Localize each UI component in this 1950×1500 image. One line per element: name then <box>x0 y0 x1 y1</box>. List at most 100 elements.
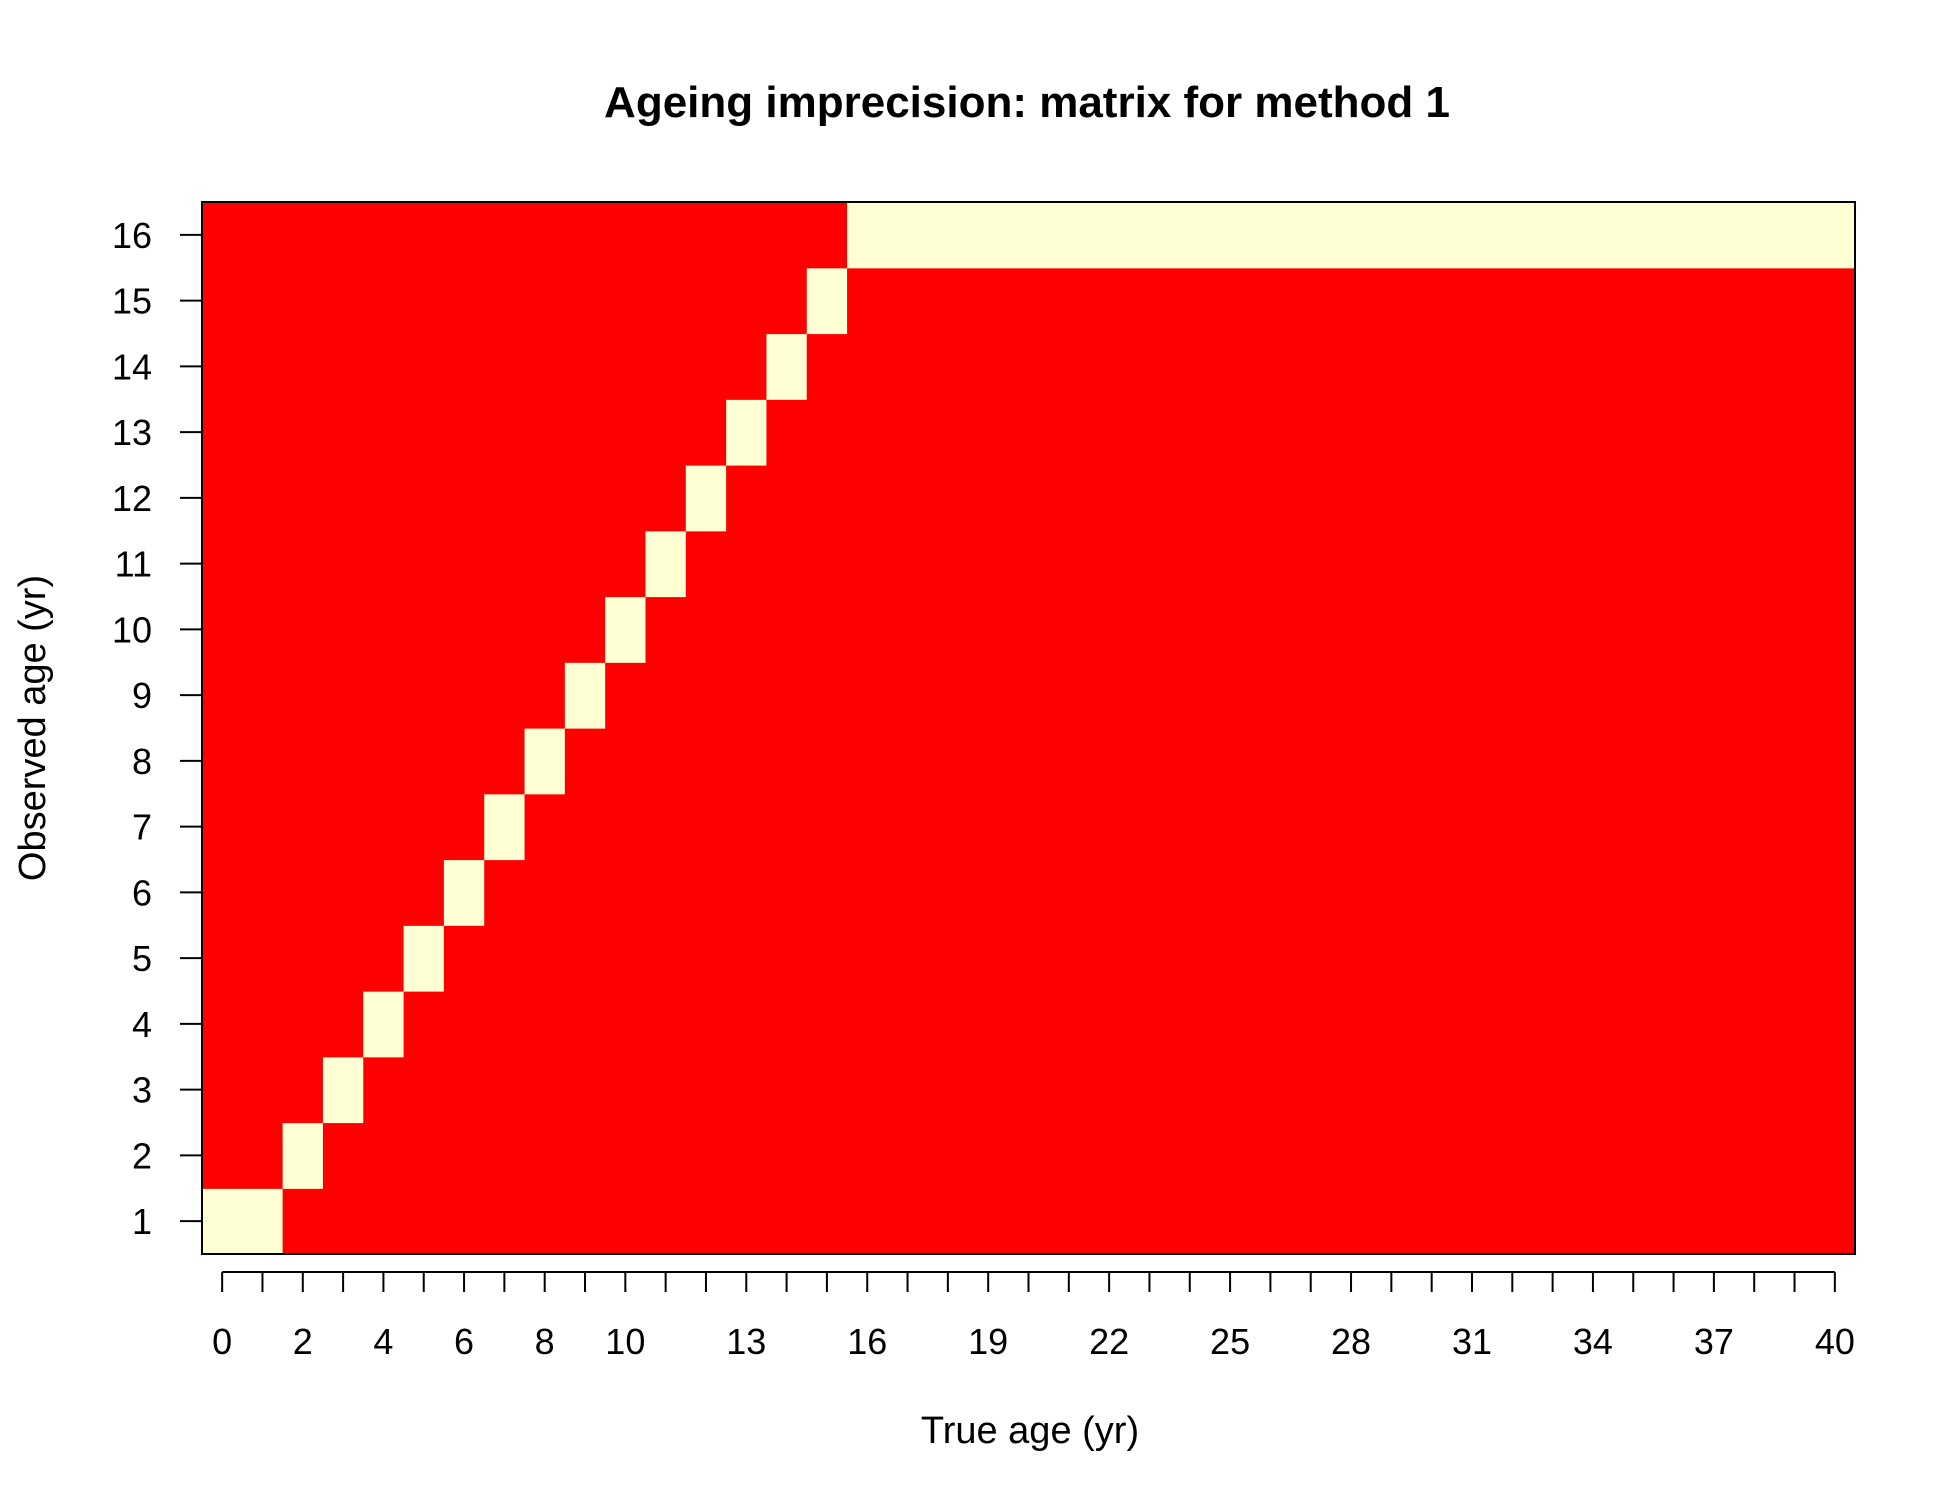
heatmap-cell <box>1653 1056 1695 1124</box>
heatmap-cell <box>1048 1188 1090 1255</box>
heatmap-cell <box>1411 1188 1453 1255</box>
heatmap-cell <box>1451 399 1493 466</box>
heatmap-cell <box>1451 465 1493 532</box>
heatmap-cell <box>1492 399 1534 466</box>
heatmap-cell <box>403 1122 445 1189</box>
heatmap-cell <box>403 1188 445 1255</box>
heatmap-cell <box>1814 728 1856 795</box>
heatmap-cell <box>1129 1188 1171 1255</box>
heatmap-cell <box>1653 991 1695 1058</box>
heatmap-cell <box>1371 267 1413 335</box>
heatmap-cell <box>927 1122 969 1189</box>
heatmap-cell <box>605 859 647 926</box>
heatmap-cell <box>847 1122 888 1189</box>
heatmap-cell <box>242 793 284 861</box>
heatmap-cell <box>1774 267 1816 335</box>
heatmap-cell <box>1129 859 1171 926</box>
heatmap-cell <box>363 399 405 466</box>
heatmap-cell <box>1774 728 1816 795</box>
heatmap-cell <box>564 202 606 269</box>
heatmap-cell <box>443 399 485 466</box>
heatmap-cell <box>968 728 1009 795</box>
heatmap-cell <box>1209 465 1251 532</box>
heatmap-cell <box>1411 1056 1453 1124</box>
heatmap-cell <box>1008 925 1050 992</box>
heatmap-cell <box>1008 596 1050 663</box>
heatmap-cell <box>726 596 768 663</box>
heatmap-cell <box>1169 793 1211 861</box>
heatmap-cell <box>1572 530 1614 598</box>
heatmap-cell <box>363 1056 405 1124</box>
heatmap-cell <box>887 728 929 795</box>
heatmap-cell <box>1008 267 1050 335</box>
heatmap-cell <box>1814 399 1856 466</box>
heatmap-cell <box>1572 991 1614 1058</box>
heatmap-cell <box>927 793 969 861</box>
heatmap-cell <box>1411 859 1453 926</box>
heatmap-cell <box>1492 991 1534 1058</box>
heatmap-cell <box>1088 596 1130 663</box>
heatmap-cell <box>524 991 566 1058</box>
heatmap-cell <box>1572 859 1614 926</box>
heatmap-cell <box>1048 1122 1090 1189</box>
heatmap-cell <box>685 399 727 466</box>
heatmap-cell <box>1693 793 1735 861</box>
heatmap-cell <box>282 991 324 1058</box>
heatmap-cell <box>282 530 324 598</box>
heatmap-cell <box>1250 596 1292 663</box>
heatmap-cell <box>605 991 647 1058</box>
heatmap-cell <box>1693 1122 1735 1189</box>
heatmap-cell <box>202 793 243 861</box>
heatmap-cell <box>645 1056 687 1124</box>
heatmap-cell <box>202 728 243 795</box>
heatmap-cell <box>887 530 929 598</box>
heatmap-cell <box>363 1122 405 1189</box>
heatmap-cell <box>605 925 647 992</box>
heatmap-cell <box>1653 333 1695 400</box>
heatmap-cell <box>1532 596 1574 663</box>
heatmap-cell <box>645 1122 687 1189</box>
heatmap-cell <box>1734 202 1775 269</box>
heatmap-cell <box>726 399 768 466</box>
heatmap-cell <box>1250 267 1292 335</box>
heatmap-cell <box>1129 202 1171 269</box>
y-tick-label: 1 <box>132 1201 152 1242</box>
heatmap-cell <box>1572 465 1614 532</box>
heatmap-cell <box>1774 793 1816 861</box>
heatmap-cell <box>1532 859 1574 926</box>
heatmap-cell <box>1290 267 1332 335</box>
heatmap-cell <box>1209 530 1251 598</box>
heatmap-cell <box>1653 728 1695 795</box>
heatmap-cell <box>1169 465 1211 532</box>
heatmap-cell <box>1411 530 1453 598</box>
x-tick-label: 16 <box>847 1321 887 1362</box>
heatmap-cell <box>1451 1056 1493 1124</box>
heatmap-cell <box>1693 333 1735 400</box>
heatmap-cell <box>242 1056 284 1124</box>
heatmap-cell <box>927 925 969 992</box>
heatmap-cell <box>1492 925 1534 992</box>
heatmap-cell <box>685 1056 727 1124</box>
heatmap-cell <box>726 662 768 729</box>
heatmap-cell <box>1169 530 1211 598</box>
x-tick-label: 37 <box>1694 1321 1734 1362</box>
heatmap-cell <box>1088 333 1130 400</box>
heatmap-cell <box>1088 662 1130 729</box>
heatmap-cell <box>1572 202 1614 269</box>
heatmap-cell <box>887 267 929 335</box>
heatmap-cell <box>242 859 284 926</box>
heatmap-cell <box>363 859 405 926</box>
heatmap-cell <box>1451 662 1493 729</box>
heatmap-cell <box>1411 596 1453 663</box>
heatmap-cell <box>1371 1122 1413 1189</box>
heatmap-cell <box>1774 465 1816 532</box>
heatmap-cell <box>1693 1188 1735 1255</box>
heatmap-cell <box>1451 1188 1493 1255</box>
heatmap-cell <box>1451 596 1493 663</box>
heatmap-cell <box>1693 465 1735 532</box>
heatmap-cell <box>1693 925 1735 992</box>
heatmap-cell <box>1734 530 1775 598</box>
heatmap-cell <box>1129 596 1171 663</box>
heatmap-cell <box>1290 465 1332 532</box>
heatmap-cell <box>242 267 284 335</box>
